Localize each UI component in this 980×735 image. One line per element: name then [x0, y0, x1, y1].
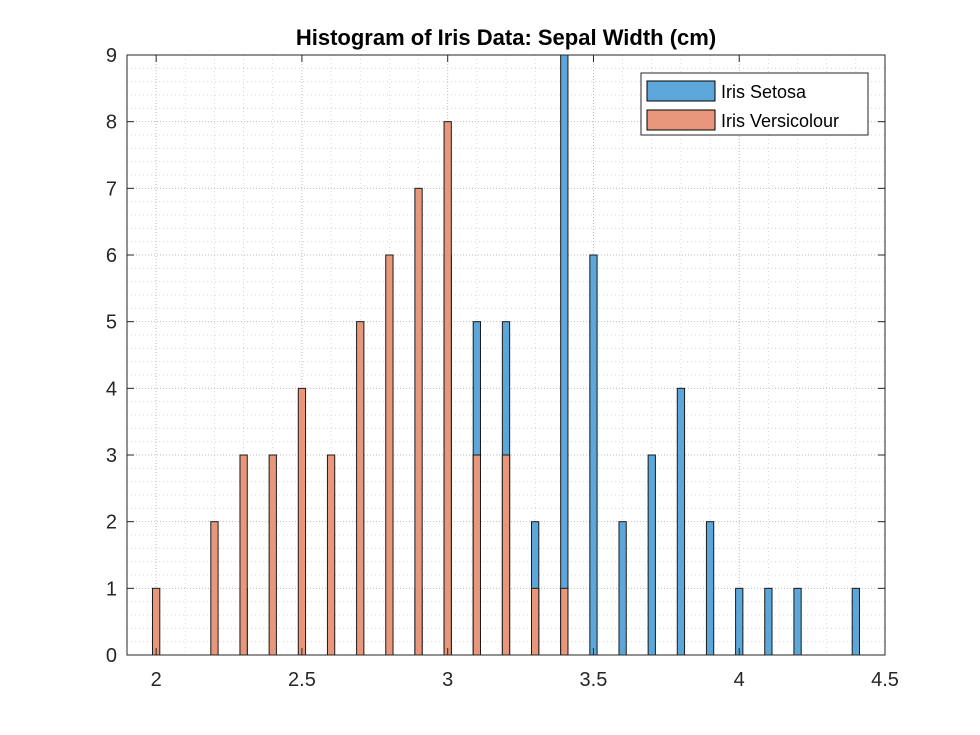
bar-setosa [676, 387, 686, 656]
bar-versicolour [268, 454, 277, 656]
bar-setosa [647, 454, 656, 656]
bar-setosa [560, 54, 569, 656]
bars [152, 54, 860, 656]
y-tick-label: 8 [106, 112, 117, 134]
y-tick-label: 7 [106, 178, 117, 200]
y-tick-label: 3 [106, 445, 117, 467]
x-tick-label: 4 [734, 669, 745, 691]
y-tick-label: 6 [106, 245, 117, 267]
x-tick-label: 3 [442, 669, 453, 691]
y-tick-label: 1 [106, 578, 117, 600]
bar-setosa [793, 587, 802, 656]
x-tick-label: 2.5 [288, 669, 316, 691]
legend-swatch-versicolour [646, 109, 716, 131]
bar-versicolour [385, 254, 394, 656]
bar-versicolour [356, 321, 365, 656]
bar-setosa [851, 587, 860, 656]
bar-versicolour [472, 454, 481, 656]
bar-versicolour [414, 187, 423, 656]
bar-versicolour [239, 454, 248, 656]
bar-versicolour [152, 587, 161, 656]
bar-setosa [735, 587, 744, 656]
legend-label-setosa: Iris Setosa [721, 82, 807, 102]
bar-setosa [589, 254, 598, 656]
legend-swatch-setosa [646, 80, 716, 102]
chart-title: Histogram of Iris Data: Sepal Width (cm) [296, 25, 716, 50]
ticks [127, 54, 886, 656]
legend: Iris Setosa Iris Versicolour [640, 72, 869, 136]
bar-setosa [764, 587, 773, 656]
bar-versicolour [210, 521, 219, 656]
bar-versicolour [326, 454, 336, 656]
y-tick-label: 0 [106, 645, 117, 667]
tick-labels: 2 2.5 3 3.5 4 4.5 0 1 2 3 4 5 6 7 8 9 [106, 45, 899, 691]
y-tick-label: 2 [106, 512, 117, 534]
bar-versicolour [560, 587, 569, 656]
x-tick-label: 3.5 [580, 669, 608, 691]
y-tick-label: 5 [106, 312, 117, 334]
x-tick-label: 4.5 [871, 669, 899, 691]
bar-versicolour [531, 587, 540, 656]
y-tick-label: 4 [106, 378, 117, 400]
bar-setosa [618, 521, 627, 656]
bar-versicolour [501, 454, 511, 656]
bar-versicolour [297, 387, 307, 656]
bar-versicolour [443, 121, 452, 656]
legend-label-versicolour: Iris Versicolour [721, 111, 839, 131]
y-tick-label: 9 [106, 45, 117, 67]
axes-box [126, 54, 886, 656]
x-tick-label: 2 [151, 669, 162, 691]
bar-setosa [705, 521, 715, 656]
